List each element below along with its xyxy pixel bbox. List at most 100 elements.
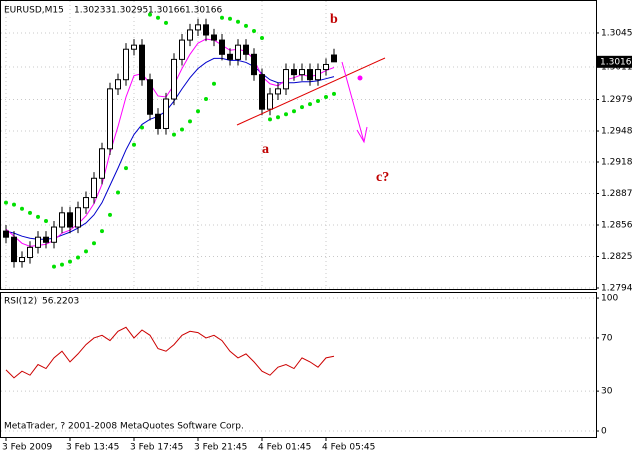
sar-dot [188, 119, 192, 124]
candle-body [299, 69, 305, 76]
last-low: 1.30166 [148, 6, 185, 16]
sar-dot [20, 206, 24, 211]
symbol: EURUSD,M15 [4, 6, 64, 16]
price-panel [0, 0, 597, 290]
candle-body [267, 93, 273, 110]
sar-dot [332, 91, 336, 96]
y-tick-label: 0 [601, 427, 607, 437]
sar-dot [132, 142, 136, 147]
rsi-title: RSI(12) [4, 297, 37, 307]
sar-dot [68, 259, 72, 264]
sar-dot [60, 262, 64, 267]
sar-dot [204, 97, 208, 102]
sar-dot [140, 125, 144, 130]
sar-dot [4, 200, 8, 205]
sar-dot [220, 15, 224, 20]
y-tick-label: 30 [601, 387, 613, 397]
sar-dot [268, 117, 272, 122]
sar-dot [108, 212, 112, 217]
candle-body [203, 24, 209, 36]
rsi-panel [0, 292, 597, 438]
annotation: c? [376, 170, 389, 185]
sar-dot [260, 36, 264, 41]
candle-body [211, 34, 217, 41]
candle-body [315, 69, 321, 81]
sar-dot [180, 127, 184, 132]
sar-dot [76, 255, 80, 260]
sar-dot [316, 99, 320, 104]
sar-dot [52, 264, 56, 269]
sar-dot [276, 115, 280, 120]
candle-body [179, 39, 185, 60]
x-tick-label: 4 Feb 05:45 [322, 443, 375, 453]
last-open: 1.30233 [74, 6, 111, 16]
candle-body [235, 44, 241, 60]
overlay-line [5, 57, 335, 240]
candle-body [147, 79, 153, 115]
sar-dot [156, 15, 160, 20]
sar-dot [148, 12, 152, 17]
price-label: 1.30166 [600, 57, 632, 67]
y-tick-label: 1.27940 [601, 284, 632, 294]
candle-body [219, 39, 225, 55]
sar-dot [212, 81, 216, 86]
annotation: b [330, 12, 338, 27]
sar-dot [164, 20, 168, 25]
candle-body [99, 148, 105, 179]
last-high: 1.30295 [111, 6, 148, 16]
y-tick-label: 1.29180 [601, 158, 632, 168]
sar-dot [284, 112, 288, 117]
sar-dot [36, 214, 40, 219]
candle-body [251, 53, 257, 76]
trend-line [236, 57, 386, 126]
candle-body [171, 58, 177, 100]
sar-dot [172, 132, 176, 137]
x-tick-label: 3 Feb 21:45 [194, 443, 247, 453]
candle-body [155, 113, 161, 129]
candle-body [43, 236, 49, 243]
candle-body [331, 54, 337, 63]
y-tick-label: 70 [601, 333, 613, 343]
y-tick-label: 1.28560 [601, 221, 632, 231]
last-close: 1.30166 [185, 6, 222, 16]
sar-dot [252, 28, 256, 33]
candle-body [83, 197, 89, 209]
sar-dot [196, 109, 200, 114]
candle-body [123, 48, 129, 81]
footer: MetaTrader, ? 2001-2008 MetaQuotes Softw… [4, 422, 244, 432]
overlay-line [5, 38, 335, 247]
candle-body [11, 236, 17, 263]
x-tick-label: 4 Feb 01:45 [258, 443, 311, 453]
candle-body [259, 74, 265, 110]
candle-body [91, 177, 97, 199]
sar-dot [84, 249, 88, 254]
price-box [597, 55, 632, 68]
candle-body [27, 246, 33, 259]
candle-body [323, 63, 329, 71]
arrow-head [356, 126, 368, 144]
candle-body [227, 53, 233, 60]
rsi-line [5, 326, 335, 379]
candle-body [59, 212, 65, 228]
sar-dot [116, 190, 120, 195]
y-tick-label: 1.28250 [601, 252, 632, 262]
x-tick-label: 3 Feb 13:45 [66, 443, 119, 453]
sar-dot [44, 218, 48, 223]
candle-body [107, 88, 113, 150]
sar-dot [124, 166, 128, 171]
rsi-last: 56.2203 [42, 297, 79, 307]
sar-dot [308, 102, 312, 107]
candle-body [195, 24, 201, 31]
sar-dot [100, 229, 104, 234]
candle-body [243, 44, 249, 55]
candle-body [307, 69, 313, 81]
candle-body [163, 98, 169, 129]
candle-body [131, 44, 137, 50]
sar-dot [324, 94, 328, 99]
sar-dot [12, 202, 16, 207]
y-tick-label: 100 [601, 294, 618, 304]
x-tick-label: 3 Feb 2009 [2, 443, 53, 453]
candle-body [291, 69, 297, 76]
